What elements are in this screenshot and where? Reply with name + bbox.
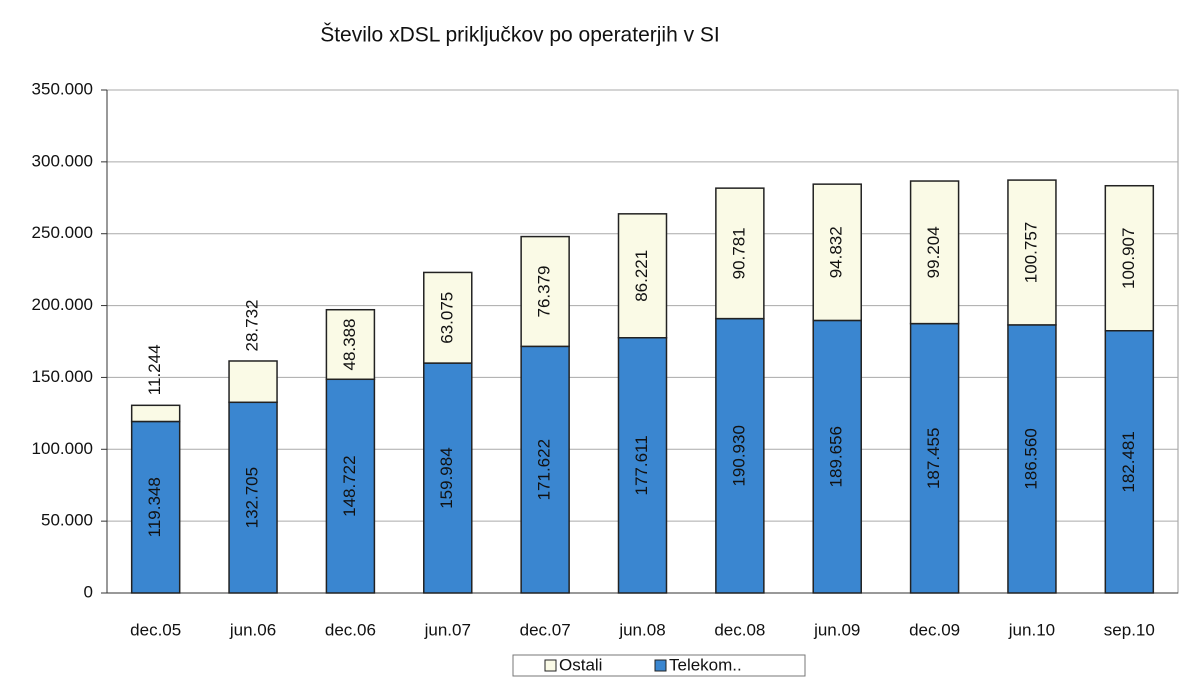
data-label: 177.611 [632,435,651,495]
bar-segment [1104,184,1155,332]
data-label: 190.930 [729,425,748,486]
x-tick-label: sep.10 [1104,620,1155,639]
legend-label: Telekom.. [669,655,742,674]
bar-segment [617,213,668,339]
y-tick-label: 200.000 [32,295,93,314]
bar-segment [423,271,473,364]
data-label: 86.221 [632,250,651,302]
data-label: 100.757 [1021,222,1040,283]
data-label: 159.984 [437,447,456,508]
data-label: 63.075 [437,292,456,344]
bar-segment [715,317,765,594]
data-label: 119.348 [145,477,164,537]
chart-title: Število xDSL priključkov po operaterjih … [320,24,720,47]
x-tick-label: jun.08 [618,620,665,639]
data-label: 132.705 [243,467,262,528]
data-label: 90.781 [729,227,748,279]
y-tick-label: 350.000 [32,79,93,98]
legend-swatch [544,659,557,672]
data-label: 28.732 [243,299,262,351]
data-label: 189.656 [827,426,846,487]
bar-segment [520,235,570,348]
bar-segment [325,378,376,594]
bar-segment [228,360,278,404]
bar-segment [812,183,862,322]
bar-segment [423,362,473,594]
data-label: 76.379 [535,265,554,317]
x-tick-label: jun.07 [424,620,471,639]
data-label: 99.204 [924,226,943,278]
data-label: 182.481 [1119,431,1138,492]
y-tick-label: 0 [84,582,93,601]
x-tick-label: jun.10 [1008,620,1055,639]
x-tick-label: dec.07 [520,620,571,639]
legend: Ostali Telekom.. [512,654,806,677]
data-label: 171.622 [535,439,554,500]
bar-segment [1007,324,1057,594]
y-tick-label: 300.000 [32,151,93,170]
data-label: 186.560 [1021,428,1040,489]
data-label: 11.244 [145,344,164,395]
data-label: 187.455 [924,428,943,489]
x-tick-label: jun.06 [229,620,276,639]
x-tick-label: dec.08 [714,620,765,639]
bar-segment [325,308,376,381]
data-label: 148.722 [340,455,359,516]
bar-segment [617,336,668,594]
y-tick-label: 100.000 [32,439,93,458]
x-tick-label: jun.09 [813,620,860,639]
x-tick-label: dec.06 [325,620,376,639]
y-tick-label: 50.000 [41,511,93,530]
x-tick-label: dec.09 [909,620,960,639]
y-tick-label: 150.000 [32,367,93,386]
bar-segment [909,180,960,325]
data-label: 100.907 [1119,228,1138,289]
legend-swatch [654,659,667,672]
bar-segment [812,319,862,594]
legend-label: Ostali [559,655,602,674]
data-label: 48.388 [340,318,359,370]
x-tick-label: dec.05 [130,620,181,639]
bar-segment [1104,329,1155,594]
bar-segment [909,322,960,594]
bar-segment [130,404,181,423]
data-label: 94.832 [827,226,846,278]
y-tick-label: 250.000 [32,223,93,242]
bar-segment [715,187,765,320]
bar-segment [1007,179,1057,326]
